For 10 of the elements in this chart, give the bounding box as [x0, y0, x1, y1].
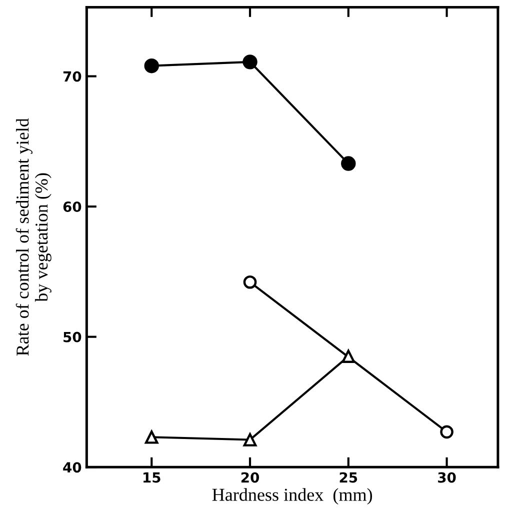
y-tick-label: 50 — [64, 332, 82, 342]
x-tick-label: 15 — [144, 472, 160, 483]
y-tick-label: 60 — [63, 202, 82, 212]
y-tick-label: 40 — [63, 462, 82, 473]
y-axis-title: Rate of control of sediment yield by vegetation (%) — [16, 118, 52, 356]
x-tick-label: 30 — [438, 472, 456, 483]
y-tick-label: 70 — [63, 71, 82, 82]
x-axis-title: Hardness index (mm) — [212, 488, 372, 505]
x-tick-label: 20 — [241, 472, 260, 483]
x-tick-label: 25 — [340, 472, 358, 483]
